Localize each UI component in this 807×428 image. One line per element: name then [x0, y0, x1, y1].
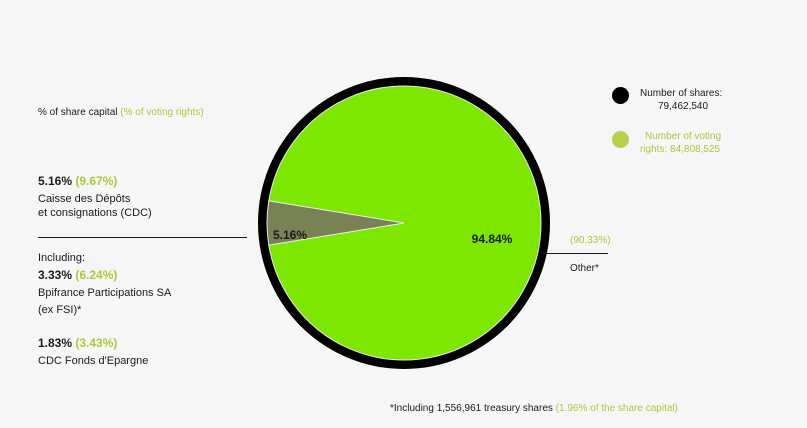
fonds-block: 1.83% (3.43%) CDC Fonds d'Epargne	[38, 336, 148, 368]
cdc-vote: (9.67%)	[75, 174, 118, 188]
legend-voting-line1: Number of voting	[645, 131, 722, 142]
legend-dot-voting	[612, 131, 629, 148]
other-label: Other*	[570, 263, 599, 274]
legend-voting: Number of voting rights: 84,808,525	[640, 130, 721, 156]
slice-label-other: 94.84%	[472, 232, 513, 246]
slice-label-cdc: 5.16%	[273, 228, 307, 242]
footnote: *Including 1,556,961 treasury shares (1.…	[390, 402, 678, 415]
fonds-vote: (3.43%)	[75, 336, 118, 350]
footnote-paren: (1.96% of the share capital)	[555, 403, 678, 414]
fonds-pct: 1.83%	[38, 336, 73, 350]
left-leader-line	[38, 237, 247, 238]
chart-header: % of share capital (% of voting rights)	[38, 106, 204, 119]
cdc-block: 5.16% (9.67%) Caisse des Dépôts et consi…	[38, 174, 152, 220]
pie-slice-cdc	[266, 200, 405, 246]
legend-voting-line2: rights: 84,808,525	[640, 144, 721, 155]
legend-shares-line1: Number of shares:	[640, 88, 723, 99]
including-label: Including:	[38, 252, 86, 264]
fonds-line1: CDC Fonds d'Epargne	[38, 355, 149, 367]
bpi-line1: Bpifrance Participations SA	[38, 287, 172, 299]
bpi-vote: (6.24%)	[75, 268, 118, 282]
other-vote: (90.33%)	[570, 235, 611, 246]
cdc-line1: Caisse des Dépôts	[38, 193, 131, 205]
legend-shares: Number of shares: 79,462,540	[640, 87, 722, 113]
cdc-line2: et consignations (CDC)	[38, 207, 152, 219]
cdc-pct: 5.16%	[38, 174, 73, 188]
bpi-line2: (ex FSI)*	[38, 304, 82, 316]
legend-dot-shares	[612, 87, 629, 104]
footnote-main: *Including 1,556,961 treasury shares	[390, 403, 553, 414]
legend-shares-line2: 79,462,540	[658, 101, 709, 112]
including-block: Including: 3.33% (6.24%) Bpifrance Parti…	[38, 251, 171, 317]
header-paren: (% of voting rights)	[120, 107, 204, 118]
pie-slice-other	[268, 85, 542, 361]
right-leader-line	[540, 253, 608, 254]
header-main: % of share capital	[38, 107, 118, 118]
bpi-pct: 3.33%	[38, 268, 73, 282]
